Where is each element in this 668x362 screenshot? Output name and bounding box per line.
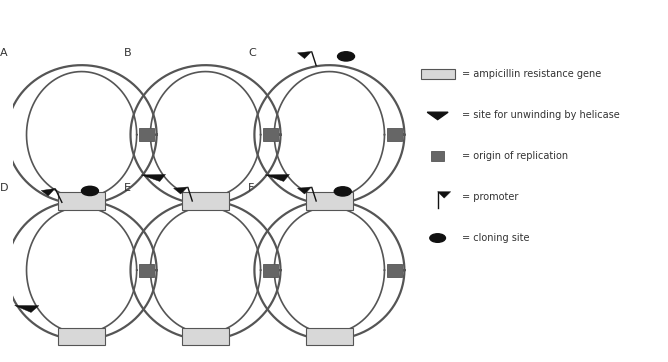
- Polygon shape: [142, 174, 166, 181]
- FancyBboxPatch shape: [58, 193, 105, 210]
- Text: C: C: [248, 48, 256, 58]
- Text: E: E: [124, 184, 131, 193]
- Text: F: F: [248, 184, 255, 193]
- FancyBboxPatch shape: [182, 328, 229, 345]
- FancyBboxPatch shape: [140, 264, 154, 277]
- Polygon shape: [297, 51, 311, 59]
- Text: = site for unwinding by helicase: = site for unwinding by helicase: [462, 110, 620, 120]
- Circle shape: [430, 234, 446, 242]
- Polygon shape: [174, 187, 188, 194]
- FancyBboxPatch shape: [263, 128, 278, 141]
- FancyBboxPatch shape: [387, 128, 401, 141]
- Text: = origin of replication: = origin of replication: [462, 151, 568, 161]
- FancyBboxPatch shape: [421, 70, 455, 79]
- Circle shape: [81, 186, 98, 195]
- Polygon shape: [15, 306, 39, 312]
- Text: A: A: [0, 48, 8, 58]
- FancyBboxPatch shape: [182, 193, 229, 210]
- FancyBboxPatch shape: [306, 193, 353, 210]
- Text: B: B: [124, 48, 132, 58]
- Text: = cloning site: = cloning site: [462, 233, 530, 243]
- Circle shape: [334, 187, 351, 196]
- FancyBboxPatch shape: [431, 151, 444, 161]
- FancyBboxPatch shape: [263, 264, 278, 277]
- FancyBboxPatch shape: [58, 328, 105, 345]
- Circle shape: [337, 52, 355, 61]
- Text: = ampicillin resistance gene: = ampicillin resistance gene: [462, 69, 602, 79]
- Polygon shape: [297, 187, 311, 194]
- FancyBboxPatch shape: [140, 128, 154, 141]
- Text: = promoter: = promoter: [462, 192, 519, 202]
- Polygon shape: [41, 189, 55, 196]
- Polygon shape: [428, 112, 448, 119]
- FancyBboxPatch shape: [306, 328, 353, 345]
- Polygon shape: [265, 174, 289, 181]
- Text: D: D: [0, 184, 9, 193]
- FancyBboxPatch shape: [387, 264, 401, 277]
- Polygon shape: [438, 192, 451, 198]
